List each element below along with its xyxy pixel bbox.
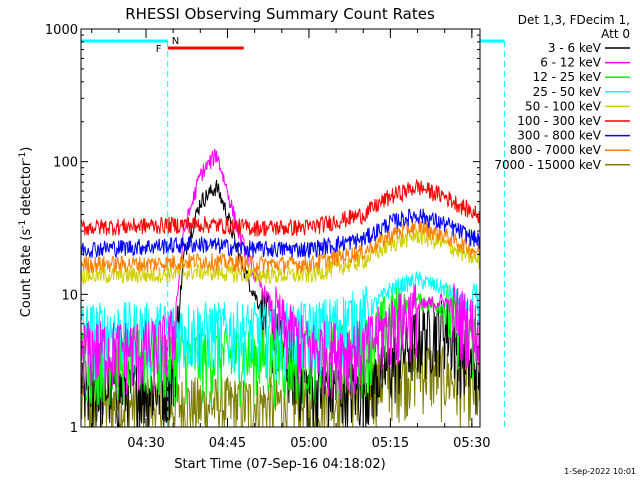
y-axis-label-mid: detector: [19, 160, 34, 220]
y-axis: 1 10 100 1000: [45, 23, 480, 436]
legend-label: 800 - 7000 keV: [510, 143, 602, 157]
y-axis-label-sup2: -1: [18, 152, 28, 161]
legend-label: 100 - 300 keV: [517, 114, 601, 128]
y-tick-label: 10: [61, 288, 78, 303]
x-tick-label: 05:30: [453, 436, 490, 451]
legend-label: 6 - 12 keV: [540, 56, 602, 70]
footer-date: 1-Sep-2022 10:01: [564, 467, 636, 476]
y-tick-label: 1000: [45, 23, 78, 38]
chart-title: RHESSI Observing Summary Count Rates: [125, 5, 435, 23]
series-line-3: [80, 270, 481, 382]
flare-flag-label: F: [156, 44, 162, 55]
y-axis-label-end: ): [19, 147, 34, 152]
legend-header-line2: Att 0: [601, 27, 630, 41]
legend-label: 7000 - 15000 keV: [494, 158, 601, 172]
series-layer: [80, 148, 481, 428]
series-line-7: [80, 218, 481, 275]
x-tick-label: 05:15: [372, 436, 409, 451]
plot-frame: [80, 28, 481, 428]
series-line-6: [80, 208, 481, 259]
legend-label: 50 - 100 keV: [525, 99, 602, 113]
legend-header-line1: Det 1,3, FDecim 1,: [518, 13, 630, 27]
y-tick-label: 1: [70, 421, 78, 436]
y-axis-label-sup1: -1: [18, 220, 28, 229]
series-line-5: [80, 178, 481, 237]
x-axis: 04:30 04:45 05:00 05:15 05:30: [91, 29, 491, 451]
series-line-1: [80, 148, 481, 400]
y-axis-label-main: Count Rate (s: [19, 229, 34, 318]
y-axis-label: Count Rate (s-1 detector-1): [18, 147, 34, 318]
y-tick-label: 100: [53, 156, 78, 171]
x-tick-label: 04:30: [127, 436, 164, 451]
night-flag-label: N: [172, 36, 179, 47]
legend-label: 12 - 25 keV: [533, 70, 602, 84]
flag-layer: NF: [81, 36, 505, 427]
x-tick-label: 05:00: [290, 436, 327, 451]
x-tick-label: 04:45: [209, 436, 246, 451]
legend-label: 300 - 800 keV: [517, 129, 601, 143]
legend-label: 3 - 6 keV: [548, 41, 602, 55]
x-axis-label: Start Time (07-Sep-16 04:18:02): [174, 457, 385, 472]
legend-label: 25 - 50 keV: [533, 85, 602, 99]
